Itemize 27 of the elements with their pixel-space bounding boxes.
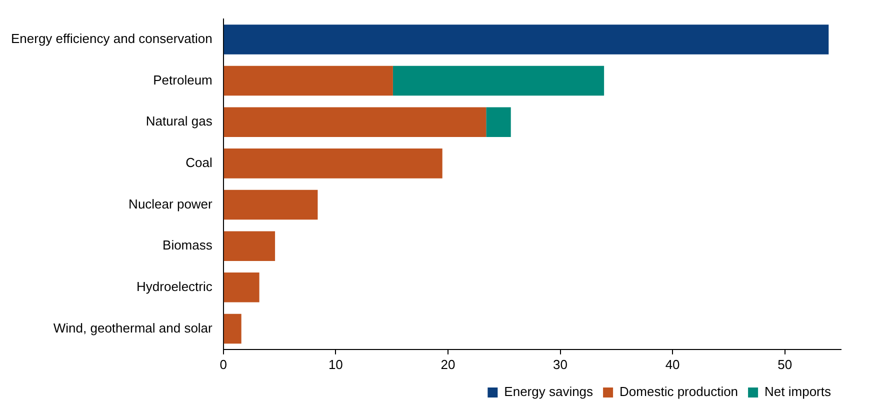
- legend-label: Domestic production: [620, 384, 738, 400]
- y-tick-label: Wind, geothermal and solar: [53, 320, 214, 336]
- bar: [486, 107, 511, 137]
- x-tick-label: 0: [220, 356, 227, 372]
- bar: [224, 66, 393, 96]
- x-tick-label: 30: [553, 356, 568, 372]
- bar: [224, 148, 442, 178]
- bar: [224, 190, 318, 220]
- y-tick-label: Natural gas: [146, 114, 213, 129]
- x-tick-label: 10: [328, 356, 343, 372]
- x-tick-label: 50: [778, 356, 792, 372]
- bar: [224, 107, 486, 137]
- bar: [224, 314, 242, 344]
- x-tick-label: 40: [665, 356, 680, 372]
- y-tick-label: Nuclear power: [128, 196, 214, 212]
- x-tick-label: 20: [440, 356, 456, 372]
- legend-label: Net imports: [764, 384, 832, 400]
- y-tick-label: Hydroelectric: [136, 278, 213, 294]
- y-tick-label: Coal: [186, 155, 212, 170]
- legend-label: Energy savings: [504, 384, 594, 400]
- y-tick-label: Biomass: [162, 238, 213, 253]
- bar: [224, 231, 276, 261]
- bar: [224, 272, 260, 302]
- y-tick-label: Energy efficiency and conservation: [10, 31, 212, 46]
- bar: [392, 66, 604, 96]
- y-tick-label: Petroleum: [153, 72, 212, 88]
- bar: [224, 24, 829, 54]
